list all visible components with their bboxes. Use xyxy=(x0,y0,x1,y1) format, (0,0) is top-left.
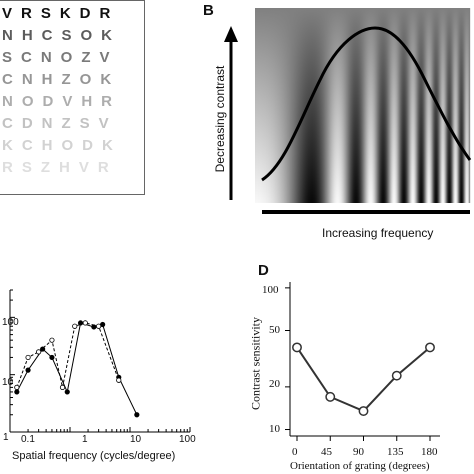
data-point xyxy=(134,412,140,418)
ytick-label: 100 xyxy=(2,317,19,328)
data-point xyxy=(25,354,31,361)
data-point xyxy=(36,349,42,355)
data-point xyxy=(25,367,31,373)
panel-label-b: B xyxy=(203,2,214,19)
panel-d-ylabel: Contrast sensitivity xyxy=(248,317,263,410)
data-point xyxy=(72,323,78,329)
xtick-label: 1 xyxy=(82,434,88,445)
x-frequency-bar xyxy=(262,210,470,214)
letter-row: KCHODK xyxy=(2,137,122,154)
data-point xyxy=(325,391,336,402)
panel-label-d: D xyxy=(258,262,269,279)
contrast-fade-overlay xyxy=(255,8,470,203)
ytick-label: 1 xyxy=(3,432,9,443)
xtick-label: 0 xyxy=(292,446,298,458)
panel-d-xlabel: Orientation of grating (degrees) xyxy=(290,460,430,472)
ytick-label: 50 xyxy=(269,324,280,336)
data-point xyxy=(96,323,102,329)
xtick-label: 135 xyxy=(387,446,404,458)
series-line xyxy=(296,346,431,413)
ytick-label: 10 xyxy=(269,423,280,435)
xtick-label: 90 xyxy=(353,446,364,458)
data-point xyxy=(82,320,88,326)
letter-chart: VRSKDR NHCSOK SCNOZV CNHZOK NODVHR CDNZS… xyxy=(2,5,122,181)
data-point xyxy=(358,406,369,417)
data-point xyxy=(292,342,302,353)
data-point xyxy=(64,389,70,395)
data-point xyxy=(49,354,55,361)
letter-row: NHCSOK xyxy=(2,27,122,44)
ytick-label: 20 xyxy=(269,378,280,390)
letter-row: CNHZOK xyxy=(2,71,121,88)
data-point xyxy=(391,370,402,381)
panel-c-xlabel: Spatial frequency (cycles/degree) xyxy=(12,450,176,462)
ytick-label: 100 xyxy=(262,284,279,296)
letter-row: CDNZSV xyxy=(2,115,118,132)
panel-b-xlabel: Increasing frequency xyxy=(322,226,434,240)
ytick-label: 10 xyxy=(2,377,14,388)
xtick-label: 100 xyxy=(179,434,196,445)
letter-row: VRSKDR xyxy=(2,5,120,22)
data-point xyxy=(59,384,66,390)
data-point xyxy=(425,342,435,353)
panel-a: VRSKDR NHCSOK SCNOZV CNHZOK NODVHR CDNZS… xyxy=(0,0,145,195)
arrow-up-icon xyxy=(224,26,238,42)
xtick-label: 180 xyxy=(421,446,438,458)
sensitivity-curve xyxy=(261,26,472,182)
series-line xyxy=(16,322,138,415)
letter-row: RSZHVR xyxy=(2,159,118,176)
letter-row: NODVHR xyxy=(2,93,122,110)
xtick-label: 0.1 xyxy=(21,434,35,445)
xtick-label: 10 xyxy=(130,434,142,445)
letter-row: SCNOZV xyxy=(2,49,119,66)
data-point xyxy=(116,377,122,383)
data-point xyxy=(49,337,55,343)
xtick-label: 45 xyxy=(321,446,332,458)
data-point xyxy=(14,384,20,390)
